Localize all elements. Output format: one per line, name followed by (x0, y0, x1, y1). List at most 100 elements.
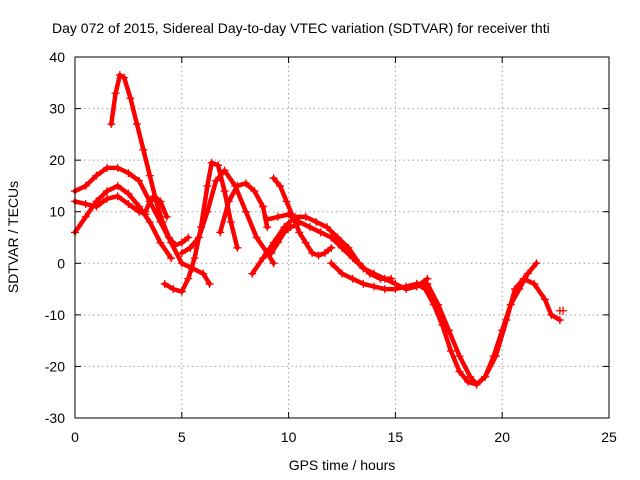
data-point (203, 181, 212, 190)
data-point (370, 269, 379, 278)
data-point (103, 187, 112, 196)
data-point (498, 326, 507, 335)
series-trace (72, 183, 174, 261)
series-arc-12 (267, 220, 302, 257)
series-arc-8 (216, 179, 272, 237)
data-point (135, 176, 144, 185)
axis-ticks: 0 5 10 15 20 25 -30 -20 -10 0 10 20 30 40 (45, 49, 617, 445)
data-point (199, 269, 208, 278)
data-point (327, 259, 336, 268)
series-trace (271, 175, 334, 258)
data-point (327, 233, 336, 242)
data-point (380, 285, 389, 294)
data-point (177, 287, 186, 296)
data-point (177, 259, 186, 268)
data-point (160, 279, 169, 288)
data-point (211, 176, 220, 185)
data-point (455, 367, 464, 376)
data-point (530, 279, 539, 288)
series-arc-14 (412, 259, 541, 389)
grid-lines (75, 57, 609, 418)
y-tick-label: 30 (49, 101, 65, 117)
data-point (380, 274, 389, 283)
data-point (348, 274, 357, 283)
data-point (276, 181, 285, 190)
data-point (267, 248, 276, 257)
data-point (167, 238, 176, 247)
data-point (359, 264, 368, 273)
data-point (113, 192, 122, 201)
data-point (126, 94, 135, 103)
data-point (464, 377, 473, 386)
y-tick-label: 40 (49, 49, 65, 65)
data-point (81, 181, 90, 190)
data-point (446, 346, 455, 355)
data-point (323, 223, 332, 232)
data-point (555, 316, 564, 325)
data-point (233, 243, 242, 252)
data-point (263, 223, 272, 232)
x-tick-label: 5 (178, 429, 186, 445)
y-tick-label: 20 (49, 152, 65, 168)
data-point (293, 220, 302, 229)
data-point (263, 215, 272, 224)
data-point (132, 120, 141, 129)
data-point (177, 238, 186, 247)
data-point (220, 187, 229, 196)
data-point (184, 274, 193, 283)
data-point (124, 199, 133, 208)
data-point (489, 352, 498, 361)
series-arc-5 (141, 192, 171, 221)
data-point (547, 310, 556, 319)
data-point (145, 171, 154, 180)
data-point (103, 163, 112, 172)
data-point (156, 238, 165, 247)
data-point (162, 212, 171, 221)
data-point (320, 248, 329, 257)
data-point (421, 285, 430, 294)
data-point (115, 71, 124, 80)
x-tick-label: 25 (601, 429, 617, 445)
data-point (301, 212, 310, 221)
data-point (216, 228, 225, 237)
data-point (81, 199, 90, 208)
data-point (466, 372, 475, 381)
data-point (120, 73, 129, 82)
data-point (169, 285, 178, 294)
data-point (269, 259, 278, 268)
data-point (338, 269, 346, 278)
data-point (111, 89, 120, 98)
data-point (214, 161, 223, 170)
data-point (205, 279, 214, 288)
data-point (370, 282, 379, 291)
data-point (190, 254, 199, 263)
y-tick-label: 0 (57, 255, 65, 271)
data-point (167, 254, 176, 263)
data-point (252, 233, 261, 242)
data-point (523, 269, 532, 278)
data-point (348, 254, 357, 263)
data-point (177, 248, 186, 257)
data-point (314, 251, 323, 260)
data-point (559, 306, 568, 315)
data-point (540, 295, 549, 304)
data-point (107, 120, 116, 129)
data-point (316, 228, 325, 237)
x-axis-label: GPS time / hours (289, 457, 396, 473)
plot-frame (74, 56, 610, 419)
data-point (312, 218, 321, 227)
data-point (282, 197, 291, 206)
data-point (308, 248, 317, 257)
data-point (438, 321, 447, 330)
data-point (207, 158, 216, 167)
data-point (248, 269, 257, 278)
data-point (156, 197, 165, 206)
data-point (241, 207, 250, 216)
data-point (429, 300, 438, 309)
data-point (186, 243, 195, 252)
data-point (258, 254, 267, 263)
data-point (338, 243, 346, 252)
data-point (250, 187, 259, 196)
data-point (412, 279, 421, 288)
